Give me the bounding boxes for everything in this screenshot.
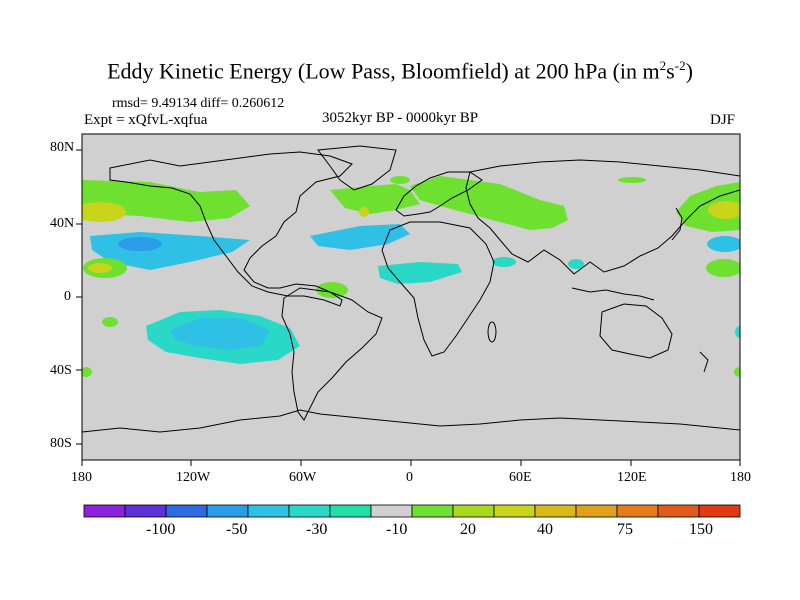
coastlines (82, 145, 740, 433)
colorbar (83, 504, 741, 518)
colorbar-swatch (493, 504, 536, 518)
colorbar-swatch (206, 504, 249, 518)
positive-anomaly-region (734, 367, 740, 377)
colorbar-swatch (452, 504, 495, 518)
positive-anomaly-region (706, 259, 740, 277)
positive-anomaly-region (82, 367, 92, 377)
positive-anomaly-region (618, 177, 646, 183)
season-label: DJF (710, 112, 736, 128)
positive-anomaly-core (359, 207, 369, 217)
positive-anomaly-region (390, 176, 410, 184)
negative-anomaly-region (378, 262, 462, 284)
y-tick-label: 0 (64, 289, 71, 304)
x-tick-label: 120E (617, 470, 647, 485)
positive-anomaly-core (82, 202, 126, 222)
negative-anomaly-region (492, 257, 516, 267)
stats-text: rmsd= 9.49134 diff= 0.260612 (112, 96, 285, 111)
positive-anomaly-region (102, 317, 118, 327)
colorbar-label: -10 (386, 521, 408, 538)
negative-anomaly-core (118, 237, 162, 251)
coastline-indonesia (571, 287, 655, 301)
x-tick-label: 0 (406, 470, 413, 485)
colorbar-label: -100 (146, 521, 176, 538)
colorbar-label: 40 (537, 521, 553, 538)
coastline-asia (465, 159, 740, 275)
map-background (82, 134, 740, 460)
colorbar-swatch (288, 504, 331, 518)
coastline-australia (599, 303, 673, 359)
colorbar-label: 75 (617, 521, 633, 538)
positive-anomaly-core (708, 201, 740, 219)
coastline-greenland (317, 145, 397, 191)
x-tick-label: 180 (730, 470, 751, 485)
y-tick-label: 40S (50, 363, 72, 378)
colorbar-label: 20 (460, 521, 476, 538)
negative-anomaly-region (735, 326, 740, 338)
negative-anomaly-core (170, 318, 270, 350)
colorbar-swatch (616, 504, 659, 518)
coastline-south-america (281, 287, 383, 421)
y-tick-label: 80N (50, 140, 75, 155)
coastline-new-zealand (699, 351, 709, 373)
x-tick-label: 60W (289, 470, 317, 485)
x-tick-label: 120W (176, 470, 211, 485)
coastline-antarctica (82, 409, 740, 433)
colorbar-swatch (247, 504, 290, 518)
x-tick-label: 60E (509, 470, 532, 485)
colorbar-label: -50 (226, 521, 248, 538)
period-label: 3052kyr BP - 0000kyr BP (322, 110, 479, 126)
coastline-japan (671, 207, 683, 241)
coastline-europe (395, 171, 483, 217)
negative-anomaly-region (707, 236, 740, 252)
experiment-label: Expt = xQfvL-xqfua (84, 112, 208, 128)
coastline-africa (381, 221, 495, 357)
coastline-north-america (109, 151, 353, 307)
colorbar-swatch (165, 504, 208, 518)
positive-anomaly-region (410, 176, 568, 230)
colorbar-swatch (329, 504, 372, 518)
colorbar-swatch (575, 504, 618, 518)
colorbar-swatch (370, 504, 413, 518)
axis-ticks (76, 149, 741, 466)
coastline-madagascar (487, 321, 497, 343)
negative-anomaly-region (568, 259, 584, 269)
colorbar-swatch (411, 504, 454, 518)
colorbar-swatch (83, 504, 126, 518)
colorbar-swatch (124, 504, 167, 518)
x-tick-label: 180 (71, 470, 92, 485)
positive-anomaly-region (316, 282, 348, 298)
colorbar-label: 150 (689, 521, 713, 538)
colorbar-label: -30 (306, 521, 328, 538)
colorbar-swatch (657, 504, 700, 518)
y-tick-label: 80S (50, 436, 72, 451)
positive-anomaly-core (88, 263, 112, 273)
plot-title: Eddy Kinetic Energy (Low Pass, Bloomfiel… (107, 58, 693, 84)
colorbar-swatch (534, 504, 577, 518)
colorbar-swatch (698, 504, 741, 518)
y-tick-label: 40N (50, 216, 75, 231)
